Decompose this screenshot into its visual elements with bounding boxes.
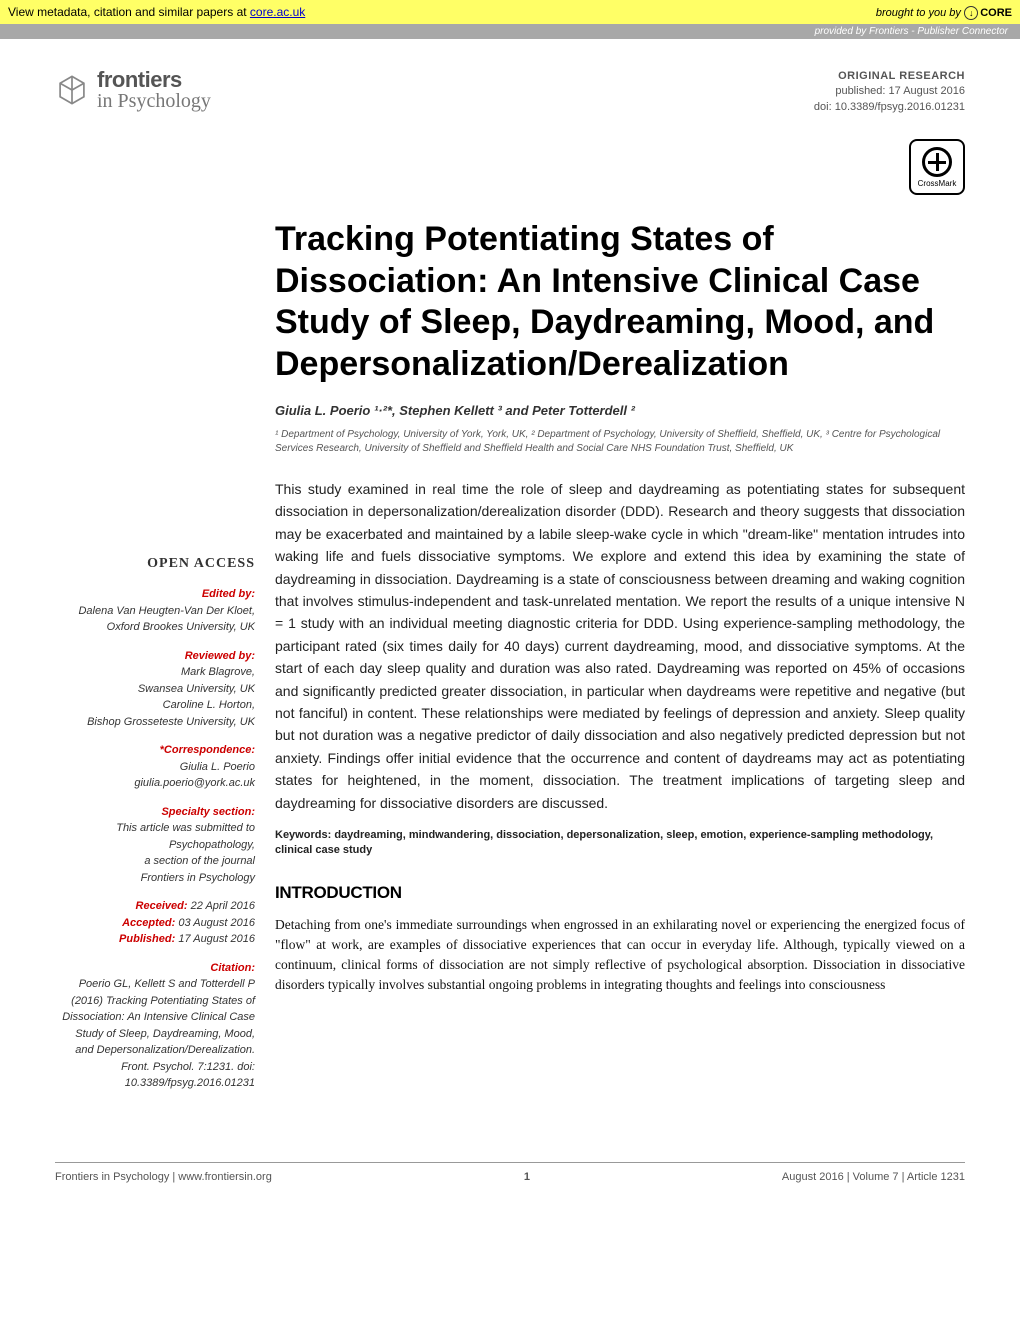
authors: Giulia L. Poerio ¹·²*, Stephen Kellett ³… xyxy=(275,403,965,418)
metadata-text: View metadata, citation and similar pape… xyxy=(8,5,305,19)
journal-sub: in Psychology xyxy=(97,91,211,111)
correspondence-email[interactable]: giulia.poerio@york.ac.uk xyxy=(55,775,255,792)
metadata-top-bar: View metadata, citation and similar pape… xyxy=(0,0,1020,24)
keywords: Keywords: daydreaming, mindwandering, di… xyxy=(275,828,965,859)
edited-by-block: Edited by: Dalena Van Heugten-Van Der Kl… xyxy=(55,586,255,636)
crossmark-badge[interactable]: CrossMark xyxy=(909,139,965,195)
journal-brand: frontiers xyxy=(97,69,211,91)
intro-heading: INTRODUCTION xyxy=(275,883,965,903)
provider-text: provided by Frontiers - Publisher Connec… xyxy=(815,26,1008,37)
header-row: frontiers in Psychology ORIGINAL RESEARC… xyxy=(55,69,965,115)
edited-by-name: Dalena Van Heugten-Van Der Kloet, xyxy=(55,603,255,620)
abstract: This study examined in real time the rol… xyxy=(275,478,965,814)
crossmark-label: CrossMark xyxy=(918,179,957,188)
specialty-block: Specialty section: This article was subm… xyxy=(55,804,255,887)
reviewer2-name: Caroline L. Horton, xyxy=(55,697,255,714)
affiliations: ¹ Department of Psychology, University o… xyxy=(275,428,965,456)
reviewed-by-label: Reviewed by: xyxy=(55,648,255,665)
citation-block: Citation: Poerio GL, Kellett S and Totte… xyxy=(55,960,255,1092)
specialty-label: Specialty section: xyxy=(55,804,255,821)
reviewed-by-block: Reviewed by: Mark Blagrove, Swansea Univ… xyxy=(55,648,255,731)
crossmark-row: CrossMark xyxy=(55,121,965,195)
frontiers-cube-icon xyxy=(55,73,89,107)
content-columns: OPEN ACCESS Edited by: Dalena Van Heugte… xyxy=(55,219,965,1104)
correspondence-block: *Correspondence: Giulia L. Poerio giulia… xyxy=(55,742,255,792)
page-footer: Frontiers in Psychology | www.frontiersi… xyxy=(55,1162,965,1213)
edited-by-label: Edited by: xyxy=(55,586,255,603)
article-title: Tracking Potentiating States of Dissocia… xyxy=(275,219,965,385)
footer-journal-link[interactable]: Frontiers in Psychology | www.frontiersi… xyxy=(55,1171,272,1183)
correspondence-name: Giulia L. Poerio xyxy=(55,759,255,776)
provider-bar: provided by Frontiers - Publisher Connec… xyxy=(0,24,1020,39)
header-meta: ORIGINAL RESEARCH published: 17 August 2… xyxy=(814,69,965,115)
article-type: ORIGINAL RESEARCH xyxy=(814,69,965,84)
core-badge[interactable]: ↓ CORE xyxy=(964,6,1012,20)
page-content: frontiers in Psychology ORIGINAL RESEARC… xyxy=(0,39,1020,1124)
journal-logo[interactable]: frontiers in Psychology xyxy=(55,69,211,111)
reviewer1-inst: Swansea University, UK xyxy=(55,681,255,698)
crossmark-icon xyxy=(922,147,952,177)
reviewer1-name: Mark Blagrove, xyxy=(55,664,255,681)
open-access-label: OPEN ACCESS xyxy=(55,553,255,574)
edited-by-inst: Oxford Brookes University, UK xyxy=(55,619,255,636)
published-line: published: 17 August 2016 xyxy=(814,84,965,99)
footer-right[interactable]: August 2016 | Volume 7 | Article 1231 xyxy=(782,1171,965,1183)
brought-by-text: brought to you by xyxy=(876,7,961,19)
footer-page-number: 1 xyxy=(524,1171,530,1183)
core-link[interactable]: core.ac.uk xyxy=(250,5,305,19)
main-column: Tracking Potentiating States of Dissocia… xyxy=(275,219,965,1104)
reviewer2-inst: Bishop Grosseteste University, UK xyxy=(55,714,255,731)
citation-label: Citation: xyxy=(55,960,255,977)
brought-by-section: brought to you by ↓ CORE xyxy=(876,5,1012,20)
dates-block: Received: 22 April 2016 Accepted: 03 Aug… xyxy=(55,898,255,948)
intro-text: Detaching from one's immediate surroundi… xyxy=(275,915,965,996)
core-icon: ↓ xyxy=(964,6,978,20)
citation-text: Poerio GL, Kellett S and Totterdell P (2… xyxy=(55,976,255,1092)
correspondence-label: *Correspondence: xyxy=(55,742,255,759)
footer-left: Frontiers in Psychology | www.frontiersi… xyxy=(55,1171,272,1183)
sidebar: OPEN ACCESS Edited by: Dalena Van Heugte… xyxy=(55,219,255,1104)
doi-line[interactable]: doi: 10.3389/fpsyg.2016.01231 xyxy=(814,100,965,115)
